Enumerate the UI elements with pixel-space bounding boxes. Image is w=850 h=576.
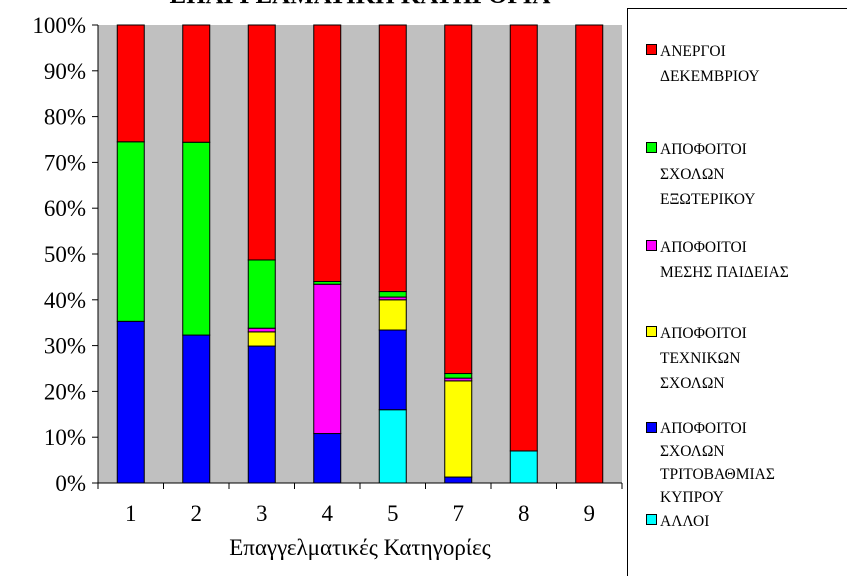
bar-segment — [378, 329, 407, 411]
legend: ΑΝΕΡΓΟΙ ΔΕΚΕΜΒΡΙΟΥ ΑΠΟΦΟΙΤΟΙ ΣΧΟΛΩΝ ΕΞΩΤ… — [627, 8, 847, 576]
bar-segment — [444, 373, 473, 379]
x-tick-label: 2 — [191, 501, 203, 526]
bar-segment — [247, 331, 276, 347]
plot-area — [98, 25, 622, 483]
y-tick-label: 70% — [44, 150, 86, 175]
y-tick-label: 30% — [44, 334, 86, 359]
legend-label: ΑΝΕΡΓΟΙ ΔΕΚΕΜΒΡΙΟΥ — [660, 43, 760, 85]
legend-swatch-green — [646, 142, 657, 153]
x-tick-label: 5 — [387, 501, 399, 526]
x-tick-label: 4 — [322, 501, 334, 526]
legend-label: ΑΛΛΟΙ — [660, 513, 710, 530]
legend-swatch-blue — [646, 422, 657, 433]
bar-segment — [509, 24, 538, 452]
bar-segment — [116, 24, 145, 143]
y-tick-label: 100% — [32, 13, 86, 38]
x-tick-label: 9 — [584, 501, 596, 526]
bar-segment — [575, 24, 604, 484]
legend-swatch-magenta — [646, 240, 657, 251]
x-tick-label: 3 — [256, 501, 268, 526]
bar-segment — [116, 141, 145, 322]
bar-segment — [313, 433, 342, 484]
x-axis-label: Επαγγελματικές Κατηγορίες — [229, 535, 491, 560]
bar-segment — [116, 320, 145, 484]
y-tick-label: 60% — [44, 196, 86, 221]
x-tick-label: 7 — [453, 501, 465, 526]
y-tick-label: 80% — [44, 105, 86, 130]
bar-segment — [247, 24, 276, 261]
legend-swatch-red — [646, 44, 657, 55]
bar-segment — [378, 299, 407, 331]
bar-segment — [444, 24, 473, 375]
bar-segment — [509, 450, 538, 484]
bar-segment — [247, 345, 276, 484]
bar-segment — [313, 283, 342, 435]
bar-segment — [378, 291, 407, 298]
legend-label: ΑΠΟΦΟΙΤΟΙ ΤΕΧΝΙΚΩΝ ΣΧΟΛΩΝ — [660, 325, 747, 392]
bar-segment — [182, 24, 211, 143]
y-tick-label: 20% — [44, 379, 86, 404]
bar-segment — [444, 476, 473, 484]
legend-label: ΑΠΟΦΟΙΤΟΙ ΣΧΟΛΩΝ ΤΡΙΤΟΒΑΘΜΙΑΣ ΚΥΠΡΟΥ — [660, 420, 775, 506]
y-tick-label: 0% — [55, 471, 86, 496]
x-tick-label: 1 — [125, 501, 137, 526]
bar-segment — [182, 141, 211, 336]
legend-label: ΑΠΟΦΟΙΤΟΙ ΜΕΣΗΣ ΠΑΙΔΕΙΑΣ — [660, 239, 789, 281]
bar-segment — [247, 259, 276, 329]
bar-segment — [378, 409, 407, 484]
legend-swatch-yellow — [646, 326, 657, 337]
bar-segment — [378, 24, 407, 293]
x-tick-label: 8 — [518, 501, 530, 526]
bar-segment — [313, 24, 342, 282]
y-tick-label: 10% — [44, 425, 86, 450]
bar-segment — [247, 327, 276, 333]
y-tick-label: 90% — [44, 59, 86, 84]
legend-swatch-cyan — [646, 514, 657, 525]
legend-label: ΑΠΟΦΟΙΤΟΙ ΣΧΟΛΩΝ ΕΞΩΤΕΡΙΚΟΥ — [660, 141, 756, 208]
bar-segment — [182, 334, 211, 484]
chart-title: ΕΠΑΓΓΕΛΜΑΤΙΚΗ ΚΑΤΗΓΟΡΙΑ — [100, 0, 620, 10]
y-tick-label: 50% — [44, 242, 86, 267]
bar-segment — [444, 380, 473, 478]
y-tick-label: 40% — [44, 288, 86, 313]
